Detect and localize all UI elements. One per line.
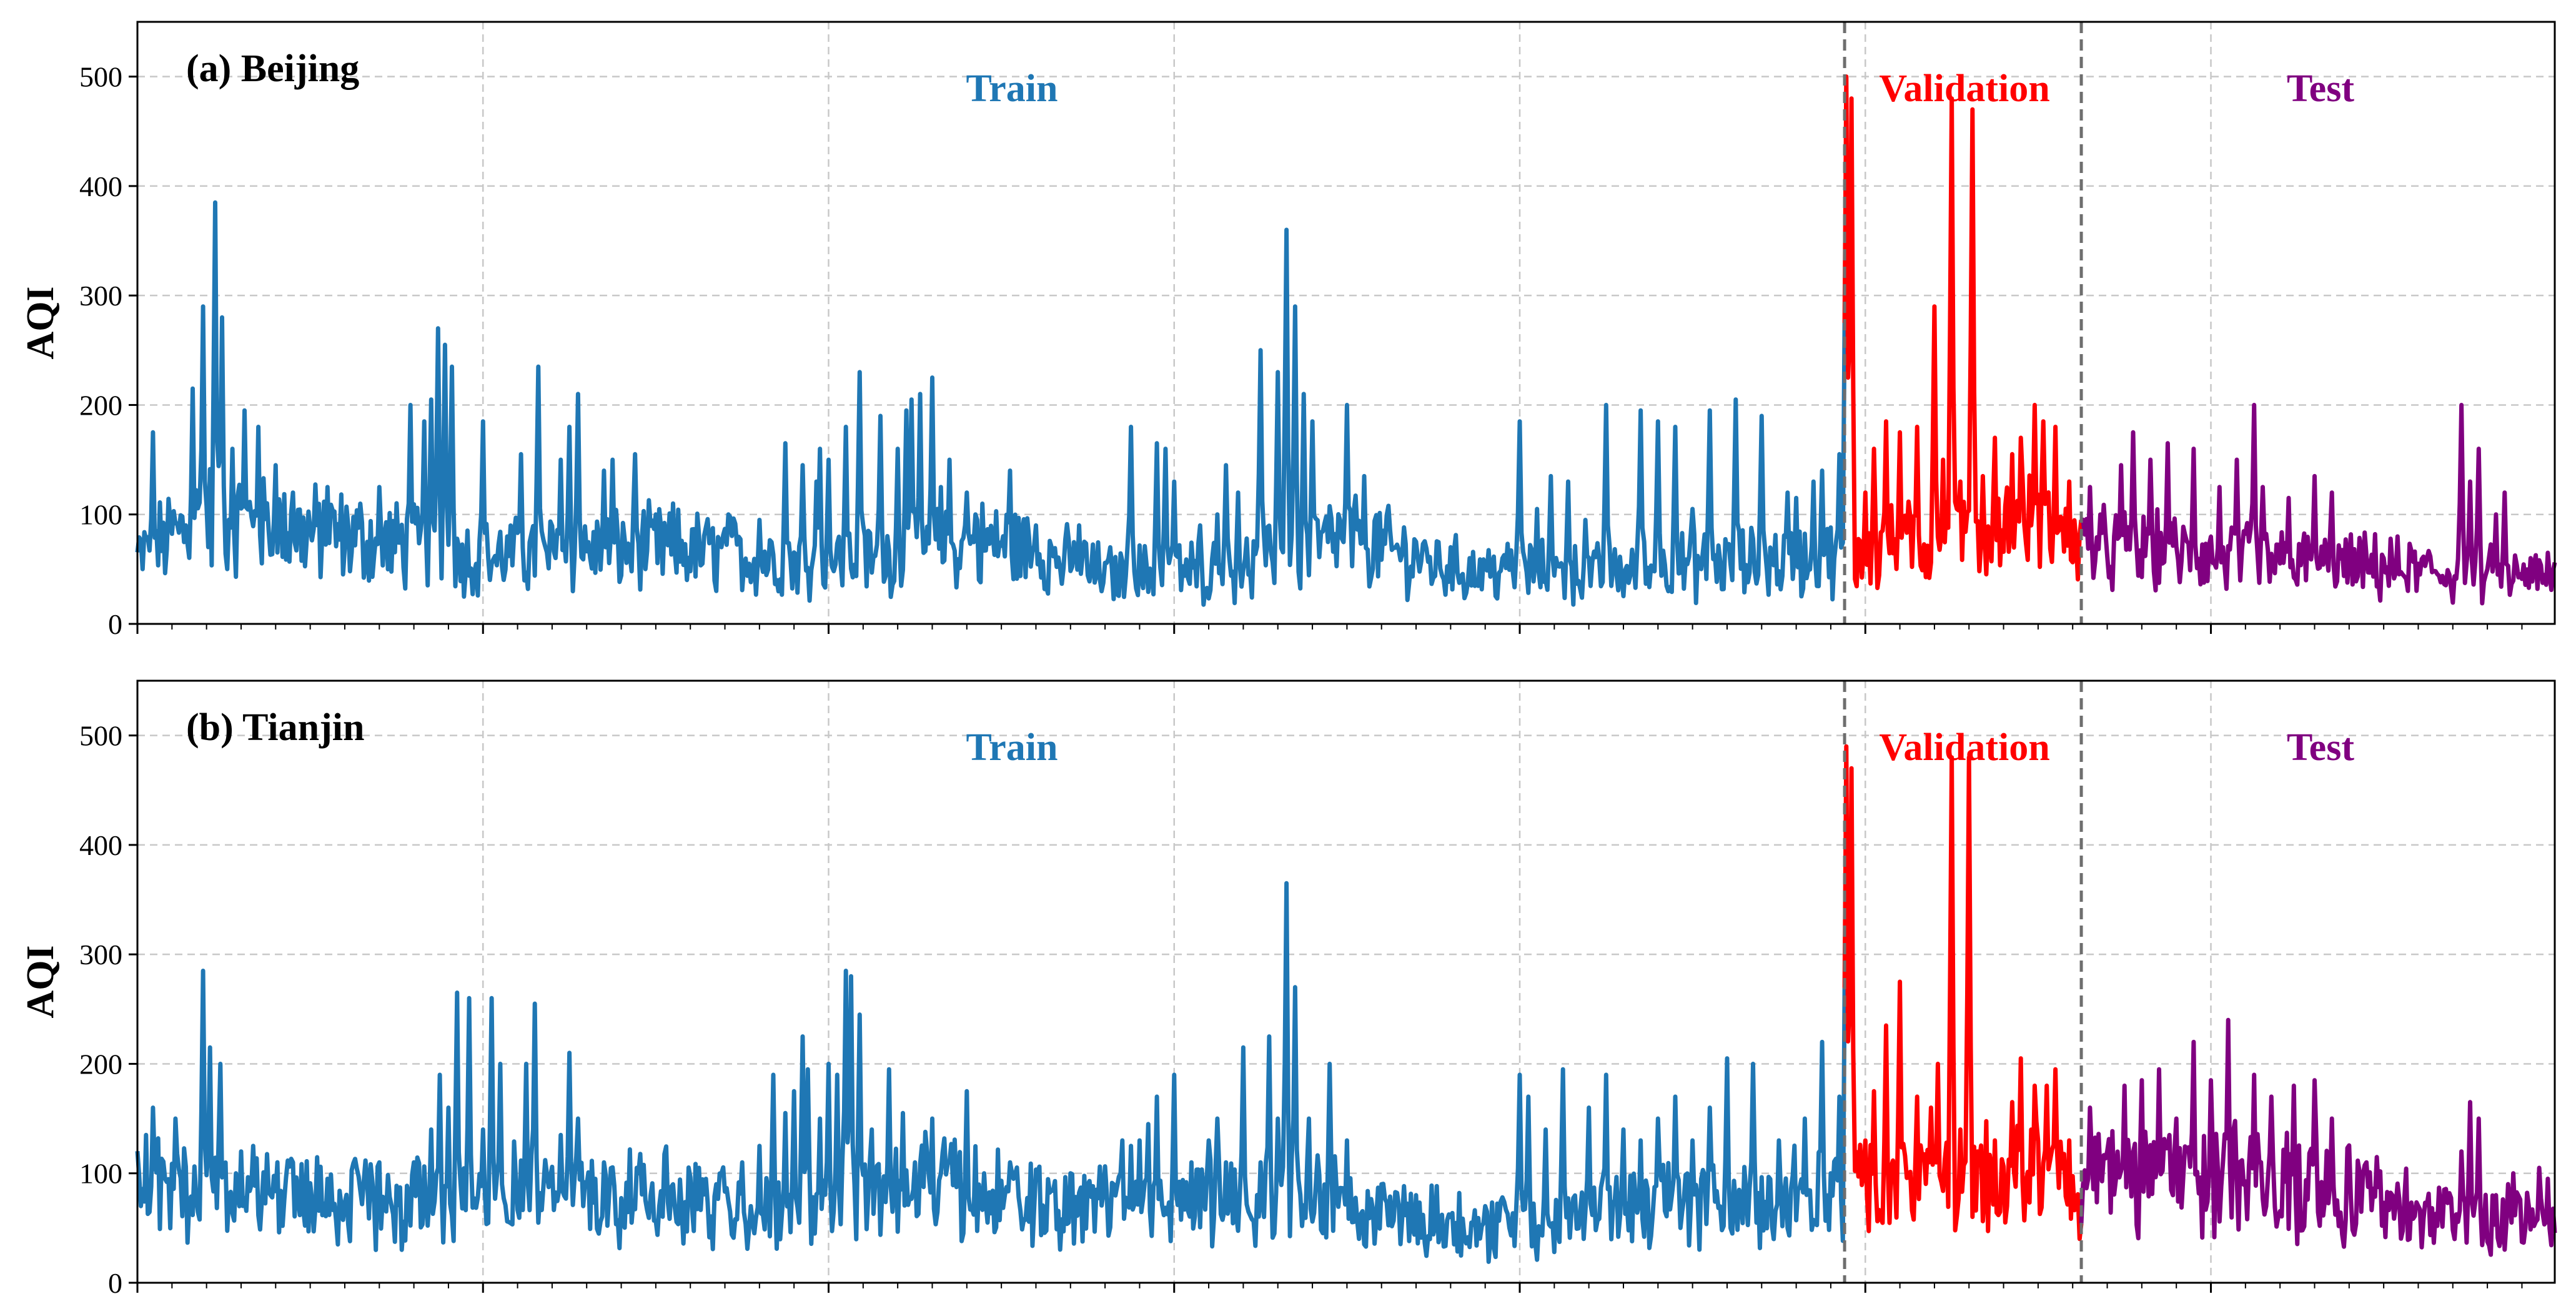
y-tick-label: 200 <box>79 1048 122 1080</box>
panel-label: (a) Beijing <box>186 47 359 90</box>
x-ticks <box>136 624 2523 634</box>
y-tick-label: 0 <box>108 608 122 640</box>
panel-label: (b) Tianjin <box>186 706 364 749</box>
panel-tianjin: 0 100 200 300 400 500 (b) Tianjin Train Valida… <box>19 679 2557 1299</box>
y-tick-label: 500 <box>79 61 122 93</box>
y-axis-label: AQI <box>19 945 62 1018</box>
segment-label-test: Test <box>2287 67 2354 110</box>
y-tick-label: 100 <box>79 499 122 531</box>
y-ticks: 0 100 200 300 400 500 <box>79 61 137 640</box>
split-lines <box>1843 681 2083 1283</box>
y-tick-label: 300 <box>79 280 122 312</box>
plot-frame <box>136 679 2556 1284</box>
segment-label-test: Test <box>2287 726 2354 769</box>
series-test <box>2079 1017 2557 1257</box>
y-tick-label: 400 <box>79 829 122 861</box>
split-lines <box>1843 22 2083 624</box>
y-ticks: 0 100 200 300 400 500 <box>79 720 137 1299</box>
segment-label-validation: Validation <box>1879 726 2049 769</box>
series-train <box>135 881 1847 1264</box>
series-lines <box>135 744 2557 1264</box>
y-tick-label: 500 <box>79 720 122 752</box>
panel-beijing: 0 100 200 300 400 500 (a) Beijing Train Valida… <box>19 21 2557 640</box>
segment-labels: Train Validation Test <box>966 726 2355 769</box>
y-tick-label: 400 <box>79 170 122 202</box>
plot-frame <box>136 21 2556 625</box>
y-tick-label: 100 <box>79 1158 122 1190</box>
series-validation <box>1842 744 2084 1242</box>
segment-labels: Train Validation Test <box>966 67 2355 110</box>
y-tick-label: 200 <box>79 389 122 421</box>
series-lines <box>135 74 2557 607</box>
series-test <box>2081 403 2557 606</box>
series-train <box>135 200 1847 607</box>
y-axis-label: AQI <box>19 286 62 359</box>
y-tick-label: 300 <box>79 939 122 971</box>
series-validation <box>1842 74 2084 590</box>
x-ticks <box>136 1283 2523 1293</box>
segment-label-train: Train <box>966 67 1058 110</box>
segment-label-train: Train <box>966 726 1058 769</box>
segment-label-validation: Validation <box>1879 67 2049 110</box>
y-tick-label: 0 <box>108 1267 122 1299</box>
